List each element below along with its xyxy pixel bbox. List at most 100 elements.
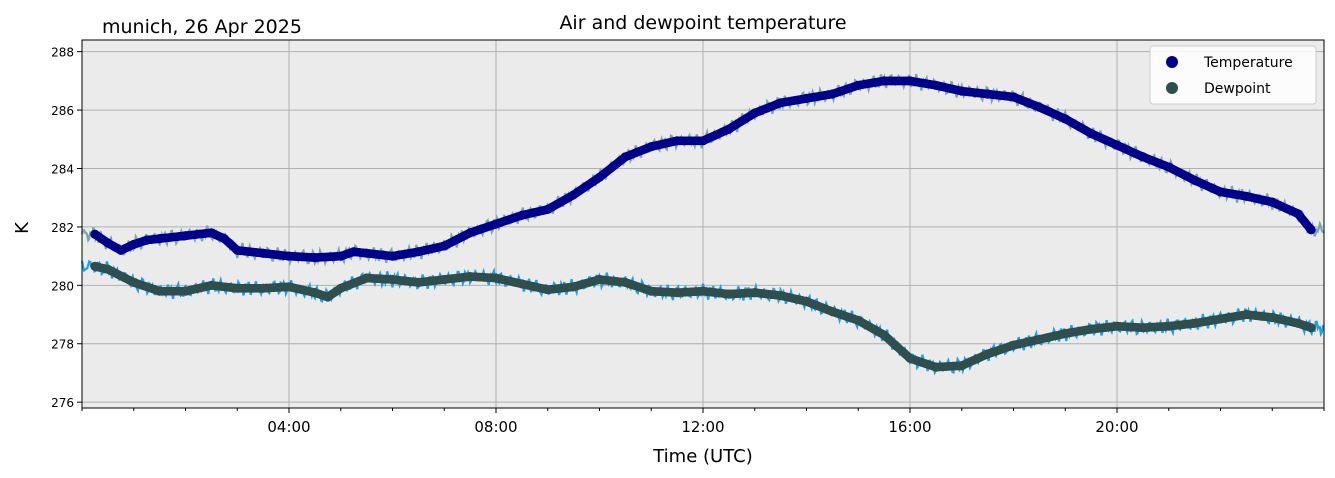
data-point-temperature xyxy=(232,245,242,255)
data-point-dewpoint xyxy=(646,286,656,296)
data-point-temperature xyxy=(219,234,229,244)
data-point-temperature xyxy=(103,238,113,248)
data-point-temperature xyxy=(1086,128,1096,139)
data-point-temperature xyxy=(362,248,372,258)
data-point-dewpoint xyxy=(724,289,734,299)
y-tick-label: 282 xyxy=(51,221,74,235)
data-point-temperature xyxy=(983,89,993,99)
data-point-temperature xyxy=(594,172,605,182)
data-point-dewpoint xyxy=(323,292,333,302)
y-tick-label: 284 xyxy=(51,163,74,177)
y-tick-label: 280 xyxy=(51,279,74,293)
data-point-dewpoint xyxy=(931,362,941,372)
data-point-dewpoint xyxy=(1306,323,1316,333)
y-tick-label: 286 xyxy=(51,104,74,118)
data-point-dewpoint xyxy=(750,288,760,298)
y-tick-label: 278 xyxy=(51,338,74,352)
chart-title: Air and dewpoint temperature xyxy=(559,12,846,34)
data-point-temperature xyxy=(206,228,216,238)
data-point-temperature xyxy=(569,190,579,200)
data-point-dewpoint xyxy=(827,307,838,317)
data-point-dewpoint xyxy=(1267,312,1277,323)
data-point-temperature xyxy=(1190,175,1200,185)
data-point-temperature xyxy=(827,89,838,99)
x-tick-label: 20:00 xyxy=(1095,418,1138,436)
x-axis-label: Time (UTC) xyxy=(652,446,753,467)
data-point-dewpoint xyxy=(620,277,631,287)
data-point-temperature xyxy=(646,142,656,152)
data-point-temperature xyxy=(258,248,268,258)
data-point-temperature xyxy=(1306,225,1316,235)
data-point-temperature xyxy=(1008,92,1019,102)
data-point-dewpoint xyxy=(1060,328,1070,339)
data-point-temperature xyxy=(142,235,152,245)
data-point-temperature xyxy=(1060,114,1070,124)
data-point-temperature xyxy=(1138,152,1148,162)
data-point-dewpoint xyxy=(1164,321,1174,331)
data-point-dewpoint xyxy=(491,273,501,283)
data-point-dewpoint xyxy=(672,288,682,298)
data-point-dewpoint xyxy=(594,274,605,285)
data-point-dewpoint xyxy=(1086,324,1096,334)
data-point-dewpoint xyxy=(543,285,553,295)
data-point-dewpoint xyxy=(465,272,475,282)
data-point-temperature xyxy=(465,228,475,238)
data-point-dewpoint xyxy=(439,274,449,285)
data-point-dewpoint xyxy=(801,296,812,306)
data-point-temperature xyxy=(1164,162,1174,172)
data-point-dewpoint xyxy=(206,280,216,290)
data-point-temperature xyxy=(439,241,449,251)
legend: Temperature Dewpoint xyxy=(1149,45,1317,105)
legend-label-dewpoint: Dewpoint xyxy=(1204,81,1271,97)
data-point-temperature xyxy=(155,234,165,244)
data-point-temperature xyxy=(180,231,191,241)
data-point-temperature xyxy=(413,247,423,257)
data-point-dewpoint xyxy=(258,283,268,293)
data-point-temperature xyxy=(672,136,682,146)
y-tick-label: 276 xyxy=(51,396,74,410)
y-tick-label: 288 xyxy=(51,46,74,60)
data-point-temperature xyxy=(620,152,631,162)
data-point-temperature xyxy=(957,86,967,96)
chart-subtitle: munich, 26 Apr 2025 xyxy=(102,16,302,38)
data-point-temperature xyxy=(387,251,398,261)
data-point-dewpoint xyxy=(284,282,294,292)
data-point-dewpoint xyxy=(853,315,863,325)
data-point-temperature xyxy=(517,210,527,220)
data-point-dewpoint xyxy=(232,283,242,293)
x-tick-label: 16:00 xyxy=(888,418,931,436)
data-point-temperature xyxy=(491,219,501,229)
data-point-temperature xyxy=(905,76,915,86)
data-point-dewpoint xyxy=(1008,340,1019,350)
legend-box xyxy=(1149,45,1317,105)
data-point-temperature xyxy=(931,80,941,90)
data-point-dewpoint xyxy=(103,264,113,274)
data-point-dewpoint xyxy=(517,279,527,289)
data-point-temperature xyxy=(1112,140,1122,150)
data-point-dewpoint xyxy=(413,277,423,287)
data-point-temperature xyxy=(1241,191,1251,201)
data-point-dewpoint xyxy=(90,261,100,271)
data-point-temperature xyxy=(750,108,760,118)
data-point-dewpoint xyxy=(983,349,993,359)
axes: 04:00 08:00 12:00 16:00 20:00 276 278 280 282 284… xyxy=(51,46,1325,436)
data-point-dewpoint xyxy=(879,330,889,340)
data-point-temperature xyxy=(310,253,320,263)
data-point-temperature xyxy=(801,93,812,103)
data-point-dewpoint xyxy=(1241,309,1251,320)
data-point-temperature xyxy=(1215,187,1226,197)
data-point-dewpoint xyxy=(957,361,967,371)
data-point-dewpoint xyxy=(698,286,708,296)
data-point-dewpoint xyxy=(1215,314,1226,324)
data-point-dewpoint xyxy=(1138,323,1148,333)
data-point-dewpoint xyxy=(310,288,320,298)
data-point-temperature xyxy=(284,251,294,261)
data-point-temperature xyxy=(129,239,139,249)
data-point-temperature xyxy=(349,247,359,257)
x-tick-label: 04:00 xyxy=(267,418,310,436)
data-point-temperature xyxy=(90,229,100,239)
data-point-dewpoint xyxy=(905,353,915,363)
data-point-temperature xyxy=(879,76,889,86)
data-point-dewpoint xyxy=(180,286,191,296)
